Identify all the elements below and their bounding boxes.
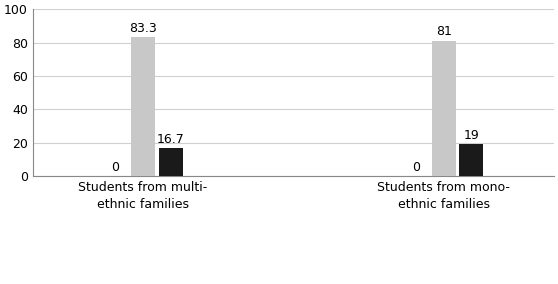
Bar: [131, 37, 155, 176]
Bar: [459, 144, 483, 176]
Text: 0: 0: [112, 160, 119, 174]
Text: 83.3: 83.3: [129, 22, 157, 35]
Bar: [158, 148, 183, 176]
Text: 16.7: 16.7: [157, 133, 185, 146]
Text: 0: 0: [412, 160, 420, 174]
Bar: [432, 41, 456, 176]
Text: 81: 81: [436, 25, 451, 38]
Text: 19: 19: [463, 129, 479, 142]
Legend: Low level, Average level, High level: Low level, Average level, High level: [135, 279, 451, 284]
